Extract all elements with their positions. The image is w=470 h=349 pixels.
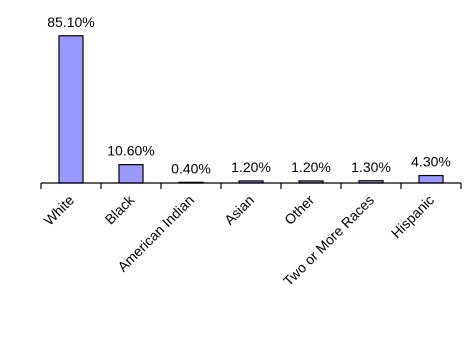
x-tick-label: Other	[281, 192, 317, 228]
data-label: 10.60%	[107, 143, 154, 159]
x-tick-label: Hispanic	[388, 192, 437, 241]
bar-white	[58, 35, 84, 184]
data-label: 1.20%	[291, 159, 331, 175]
data-label: 85.10%	[47, 14, 94, 30]
data-labels-group: 85.10% 10.60% 0.40% 1.20% 1.20% 1.30% 4.30%	[47, 14, 451, 177]
x-tick-label: Black	[102, 191, 138, 227]
data-label: 1.20%	[231, 159, 271, 175]
data-label: 4.30%	[411, 154, 451, 170]
x-tick-label: White	[40, 192, 77, 229]
bar-black	[118, 164, 144, 184]
x-axis-ticks	[40, 183, 462, 189]
bars-group	[58, 35, 444, 184]
data-label: 1.30%	[351, 159, 391, 175]
bar-hispanic	[418, 174, 444, 184]
data-label: 0.40%	[171, 160, 211, 176]
x-tick-label: Asian	[221, 192, 257, 228]
